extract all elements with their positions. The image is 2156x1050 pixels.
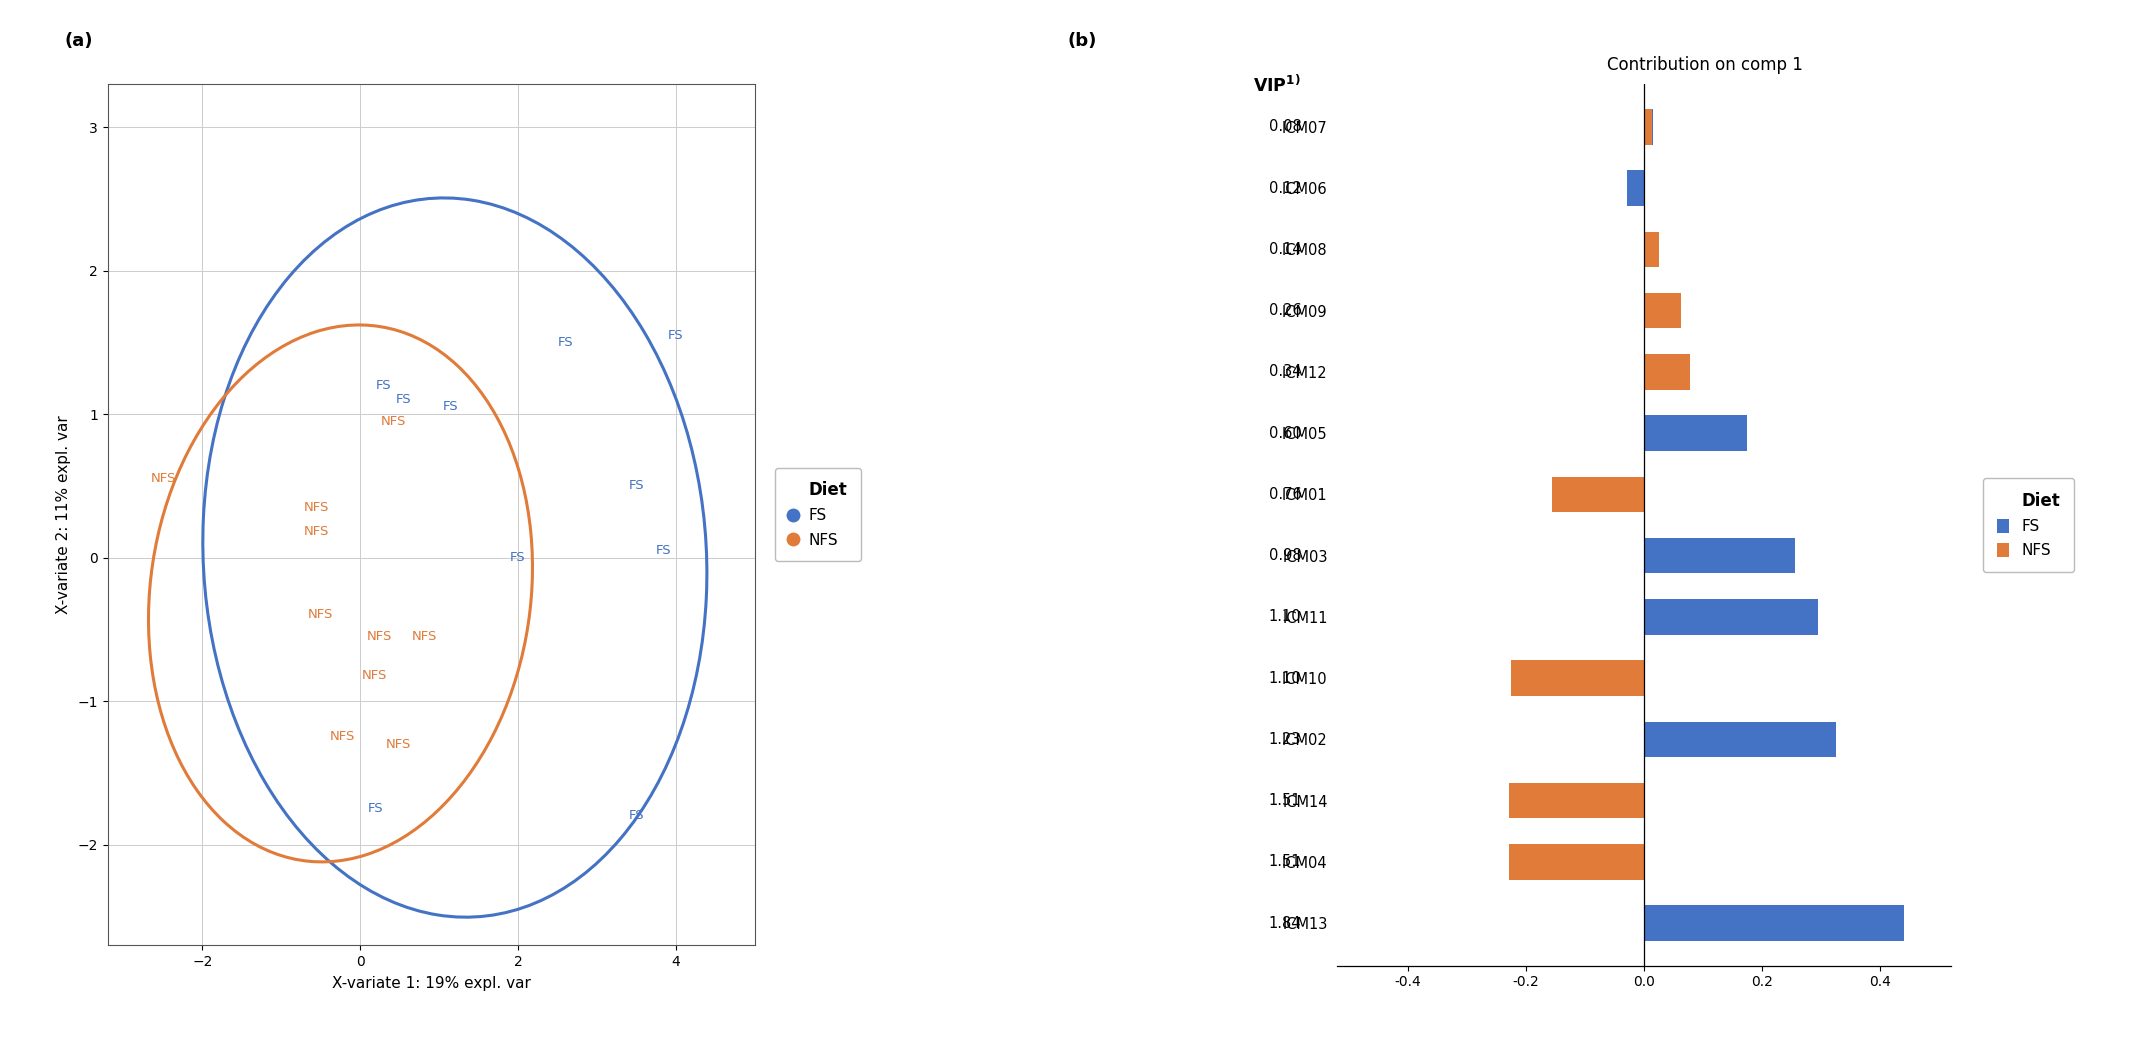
- Bar: [1645, 109, 1651, 145]
- Text: NFS: NFS: [412, 630, 438, 643]
- Text: NFS: NFS: [382, 415, 405, 427]
- Bar: [1628, 170, 1645, 206]
- Text: FS: FS: [558, 336, 573, 349]
- Text: NFS: NFS: [367, 630, 392, 643]
- Text: 0.08: 0.08: [1268, 120, 1302, 134]
- Bar: [1645, 354, 1690, 390]
- Text: FS: FS: [444, 400, 459, 414]
- Text: 0.14: 0.14: [1268, 242, 1302, 257]
- Legend: Diet, FS, NFS: Diet, FS, NFS: [776, 467, 860, 562]
- Text: 1.84: 1.84: [1268, 916, 1302, 930]
- Text: 0.76: 0.76: [1268, 487, 1302, 502]
- Y-axis label: X-variate 2: 11% expl. var: X-variate 2: 11% expl. var: [56, 415, 71, 614]
- Text: 1.10: 1.10: [1268, 671, 1302, 686]
- Text: 0.26: 0.26: [1268, 303, 1302, 318]
- Text: FS: FS: [375, 379, 392, 392]
- Text: NFS: NFS: [304, 501, 330, 513]
- X-axis label: X-variate 1: 19% expl. var: X-variate 1: 19% expl. var: [332, 975, 530, 990]
- Bar: [1509, 783, 1645, 818]
- Bar: [1511, 660, 1645, 696]
- Legend: Diet, FS, NFS: Diet, FS, NFS: [1984, 478, 2074, 572]
- Text: 1.51: 1.51: [1268, 855, 1302, 869]
- Text: 0.98: 0.98: [1268, 548, 1302, 563]
- Text: FS: FS: [627, 810, 645, 822]
- Text: 1.23: 1.23: [1268, 732, 1302, 747]
- Text: NFS: NFS: [151, 472, 175, 485]
- Bar: [1645, 109, 1654, 145]
- Text: (a): (a): [65, 32, 93, 49]
- Text: NFS: NFS: [362, 669, 388, 681]
- Bar: [1645, 905, 1904, 941]
- Bar: [1509, 844, 1645, 880]
- Title: Contribution on comp 1: Contribution on comp 1: [1608, 56, 1802, 75]
- Text: $\mathbf{VIP^{1)}}$: $\mathbf{VIP^{1)}}$: [1253, 75, 1302, 97]
- Text: 0.12: 0.12: [1268, 181, 1302, 195]
- Text: FS: FS: [668, 329, 683, 341]
- Text: FS: FS: [655, 544, 673, 556]
- Text: 1.10: 1.10: [1268, 609, 1302, 625]
- Text: FS: FS: [511, 551, 526, 564]
- Text: NFS: NFS: [386, 737, 412, 751]
- Text: 0.34: 0.34: [1268, 364, 1302, 379]
- Text: (b): (b): [1067, 32, 1097, 49]
- Bar: [1552, 477, 1645, 512]
- Bar: [1645, 293, 1680, 329]
- Bar: [1645, 721, 1837, 757]
- Text: FS: FS: [627, 479, 645, 492]
- Text: NFS: NFS: [330, 731, 356, 743]
- Text: NFS: NFS: [304, 525, 330, 539]
- Text: 1.51: 1.51: [1268, 793, 1302, 808]
- Text: FS: FS: [397, 393, 412, 406]
- Bar: [1645, 232, 1658, 267]
- Text: NFS: NFS: [308, 608, 334, 622]
- Text: FS: FS: [369, 802, 384, 815]
- Bar: [1645, 538, 1794, 573]
- Bar: [1645, 416, 1746, 450]
- Bar: [1645, 600, 1818, 634]
- Text: 0.60: 0.60: [1268, 425, 1302, 441]
